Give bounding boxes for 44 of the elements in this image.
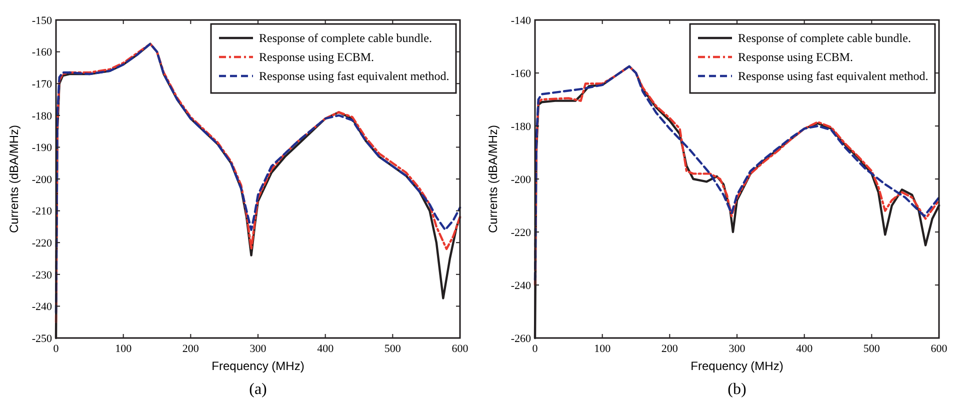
x-tick-label: 400 [317, 343, 334, 355]
text: (b) [728, 381, 746, 398]
legend-label: Response using ECBM. [738, 50, 854, 64]
y-tick-label: -160 [32, 46, 52, 59]
y-tick-label: -250 [32, 332, 52, 345]
y-tick-label: -180 [510, 120, 532, 133]
x-tick-label: 300 [250, 343, 267, 355]
y-tick-label: -240 [32, 301, 52, 314]
legend-label: Response of complete cable bundle. [259, 31, 432, 46]
y-tick-label: -140 [510, 14, 532, 27]
x-tick-label: 100 [594, 343, 612, 355]
x-tick-label: 600 [452, 343, 469, 355]
x-tick-label: 300 [728, 343, 746, 355]
x-tick-label: 0 [532, 343, 538, 355]
y-axis-title: Currents (dBA/MHz) [7, 124, 21, 234]
y-tick-label: -170 [32, 78, 52, 90]
y-tick-label: -220 [510, 226, 532, 239]
x-tick-label: 400 [796, 343, 814, 355]
legend-label: Response using fast equivalent method. [259, 69, 450, 84]
x-tick-label: 100 [115, 343, 132, 355]
x-tick-label: 500 [384, 343, 402, 355]
y-tick-label: -230 [32, 269, 52, 282]
text: (a) [249, 381, 267, 398]
y-tick-label: -190 [32, 142, 52, 154]
x-tick-label: 200 [661, 343, 678, 355]
x-tick-label: 200 [182, 343, 200, 355]
x-axis-title: Frequency (MHz) [212, 359, 304, 373]
legend-label: Response using fast equivalent method. [738, 69, 928, 84]
y-tick-label: -200 [32, 174, 52, 186]
y-tick-label: -150 [32, 14, 52, 27]
x-tick-label: 500 [863, 343, 880, 355]
y-axis-title: Currents (dBA/MHz) [486, 124, 500, 234]
x-axis-title: Frequency (MHz) [690, 359, 784, 373]
y-tick-label: -220 [32, 237, 52, 250]
y-tick-label: -160 [510, 68, 532, 80]
y-tick-label: -260 [510, 332, 532, 345]
y-tick-label: -240 [510, 280, 532, 292]
y-tick-label: -200 [510, 174, 532, 186]
legend-label: Response using ECBM. [259, 50, 374, 64]
x-tick-label: 600 [930, 343, 948, 355]
legend-label: Response of complete cable bundle. [738, 31, 911, 46]
x-tick-label: 0 [53, 343, 60, 355]
y-tick-label: -180 [32, 110, 52, 122]
y-tick-label: -210 [32, 206, 52, 218]
